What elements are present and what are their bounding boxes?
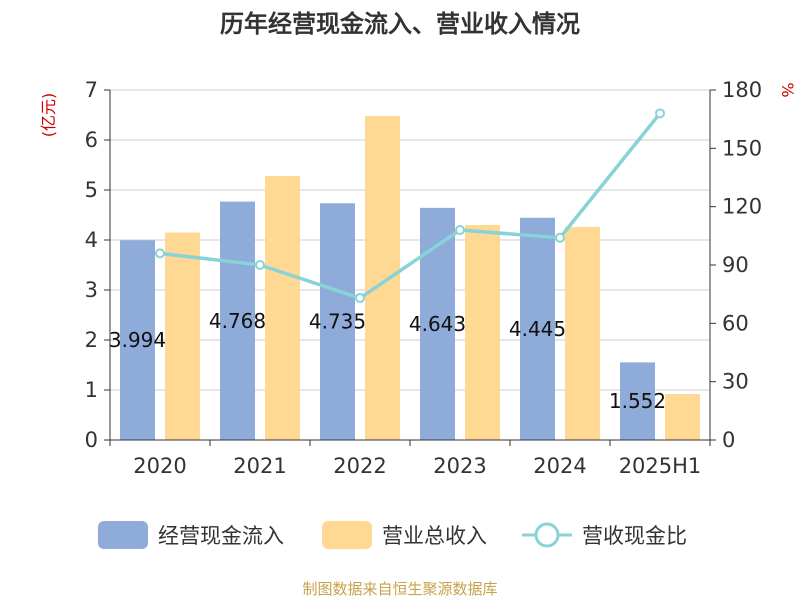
source-note: 制图数据来自恒生聚源数据库: [302, 580, 497, 598]
legend-label: 营收现金比: [582, 524, 687, 548]
bar-revenue: [465, 225, 500, 440]
x-tick-label: 2020: [133, 454, 186, 478]
y-right-tick-label: 90: [722, 253, 749, 277]
y-left-tick-label: 4: [85, 228, 98, 252]
bar-cash-inflow: [220, 201, 255, 440]
bar-revenue: [365, 116, 400, 440]
gridlines: [110, 89, 710, 391]
y-left-tick-label: 3: [85, 278, 98, 302]
ratio-point: [355, 293, 365, 304]
bar-value-label: 1.552: [609, 389, 666, 413]
bar-value-label: 4.735: [309, 310, 366, 334]
bar-cash-inflow: [520, 217, 555, 440]
ratio-point: [655, 108, 665, 119]
x-tick-label: 2021: [233, 454, 286, 478]
y-right-tick-label: 150: [722, 136, 762, 160]
legend-marker: [534, 522, 560, 548]
legend-label: 经营现金流入: [158, 524, 284, 548]
x-tick-label: 2022: [333, 454, 386, 478]
bar-revenue: [265, 176, 300, 440]
y-right-tick-label: 180: [722, 78, 762, 102]
bar-cash-inflow: [120, 240, 155, 440]
data-labels: 3.994 4.768 4.735 4.643 4.445 1.552: [109, 309, 666, 413]
y-left-tick-label: 2: [85, 328, 98, 352]
y-left-tick-label: 6: [85, 128, 98, 152]
chart-title: 历年经营现金流入、营业收入情况: [220, 10, 580, 38]
legend: 经营现金流入 营业总收入 营收现金比: [98, 521, 687, 549]
axes: 0 1 2 3 4 5 6 7 0 30 60 90 120 150 180 2020 2021 2022 2023…: [85, 78, 762, 478]
y-right-tick-label: 60: [722, 311, 749, 335]
ratio-line-path: [159, 112, 662, 300]
y-left-tick-label: 0: [85, 428, 98, 452]
y-right-tick-label: 30: [722, 370, 749, 394]
bar-value-label: 4.768: [209, 309, 266, 333]
y-right-unit: %: [778, 82, 797, 97]
bar-value-label: 3.994: [109, 328, 166, 352]
bar-revenue: [565, 227, 600, 440]
x-tick-label: 2024: [533, 454, 586, 478]
y-left-unit: (亿元): [39, 93, 58, 138]
ratio-line: [155, 108, 665, 304]
bar-cash-inflow: [320, 203, 355, 440]
y-left-tick-label: 1: [85, 378, 98, 402]
legend-swatch: [322, 521, 372, 549]
bar-cash-inflow: [620, 362, 655, 440]
bar-revenue: [665, 394, 700, 440]
y-left-tick-label: 7: [85, 78, 98, 102]
y-right-tick-label: 120: [722, 195, 762, 219]
y-right-tick-label: 0: [722, 428, 735, 452]
bar-revenue: [165, 232, 200, 440]
bar-value-label: 4.445: [509, 317, 566, 341]
ratio-point: [555, 232, 565, 243]
x-tick-label: 2025H1: [619, 454, 702, 478]
legend-label: 营业总收入: [382, 524, 487, 548]
ratio-point: [255, 260, 265, 270]
ratio-point: [455, 225, 465, 235]
ratio-point: [155, 248, 165, 259]
legend-swatch: [98, 521, 148, 549]
x-tick-label: 2023: [433, 454, 486, 478]
y-left-tick-label: 5: [85, 178, 98, 202]
bar-value-label: 4.643: [409, 312, 466, 336]
bars: [120, 116, 700, 440]
